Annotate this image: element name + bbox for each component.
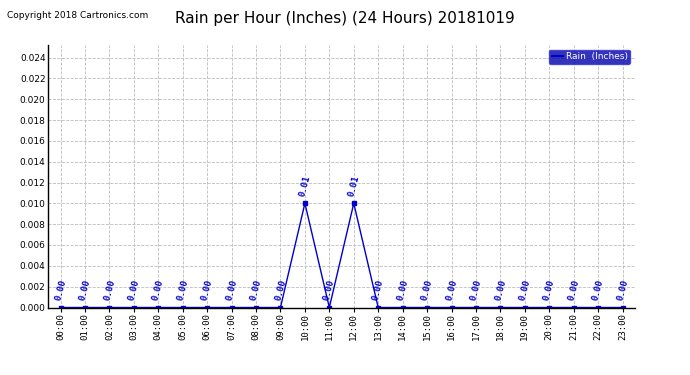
Text: 0.00: 0.00 <box>518 279 532 302</box>
Text: Rain per Hour (Inches) (24 Hours) 20181019: Rain per Hour (Inches) (24 Hours) 201810… <box>175 11 515 26</box>
Text: Copyright 2018 Cartronics.com: Copyright 2018 Cartronics.com <box>7 11 148 20</box>
Text: 0.00: 0.00 <box>53 279 68 302</box>
Text: 0.00: 0.00 <box>566 279 581 302</box>
Legend: Rain  (Inches): Rain (Inches) <box>549 50 630 64</box>
Text: 0.00: 0.00 <box>444 279 459 302</box>
Text: 0.00: 0.00 <box>591 279 605 302</box>
Text: 0.00: 0.00 <box>395 279 410 302</box>
Text: 0.00: 0.00 <box>273 279 288 302</box>
Text: 0.00: 0.00 <box>200 279 215 302</box>
Text: 0.00: 0.00 <box>175 279 190 302</box>
Text: 0.00: 0.00 <box>420 279 434 302</box>
Text: 0.01: 0.01 <box>298 175 312 198</box>
Text: 0.00: 0.00 <box>493 279 508 302</box>
Text: 0.00: 0.00 <box>224 279 239 302</box>
Text: 0.00: 0.00 <box>127 279 141 302</box>
Text: 0.00: 0.00 <box>249 279 263 302</box>
Text: 0.00: 0.00 <box>322 279 337 302</box>
Text: 0.00: 0.00 <box>78 279 92 302</box>
Text: 0.00: 0.00 <box>615 279 630 302</box>
Text: 0.00: 0.00 <box>371 279 385 302</box>
Text: 0.01: 0.01 <box>346 175 361 198</box>
Text: 0.00: 0.00 <box>469 279 483 302</box>
Text: 0.00: 0.00 <box>151 279 166 302</box>
Text: 0.00: 0.00 <box>102 279 117 302</box>
Text: 0.00: 0.00 <box>542 279 556 302</box>
